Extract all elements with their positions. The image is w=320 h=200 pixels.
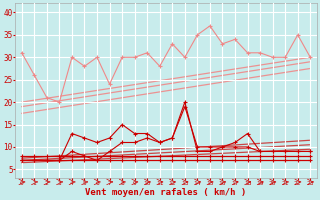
- X-axis label: Vent moyen/en rafales ( km/h ): Vent moyen/en rafales ( km/h ): [85, 188, 247, 197]
